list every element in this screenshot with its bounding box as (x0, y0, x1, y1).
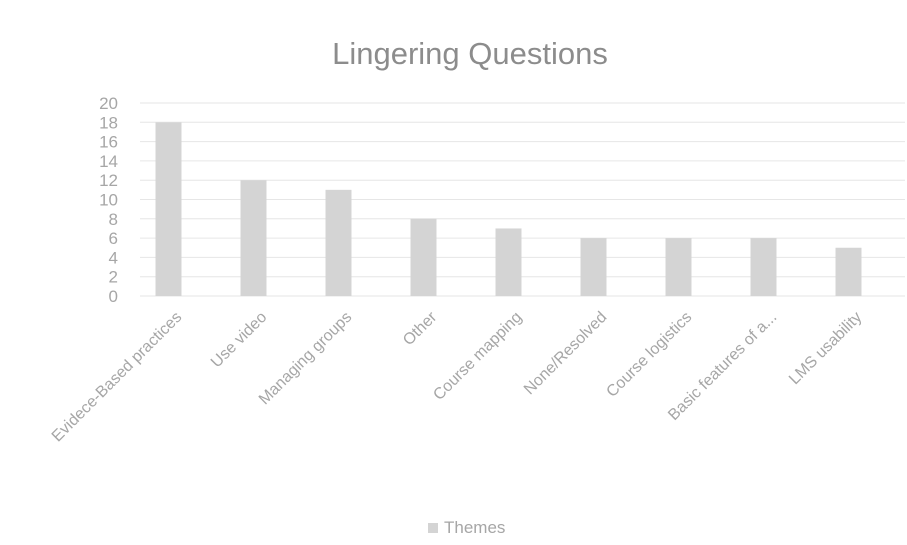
y-tick-label: 0 (109, 287, 118, 306)
x-tick-label: LMS usability (786, 309, 865, 388)
bar (240, 180, 267, 296)
bar (155, 122, 182, 296)
y-tick-label: 16 (99, 133, 118, 152)
bar (325, 189, 352, 296)
legend-label: Themes (444, 518, 505, 537)
y-tick-label: 6 (109, 229, 118, 248)
x-axis-labels: Evidece-Based practices Use videoManaging… (49, 308, 866, 445)
x-tick-label: Managing groups (256, 309, 355, 408)
bar (495, 228, 522, 296)
bar (665, 238, 692, 296)
bar (835, 247, 862, 296)
bar (410, 218, 437, 296)
x-tick-label: Other (400, 308, 441, 349)
y-tick-label: 18 (99, 113, 118, 132)
x-tick-label: None/Resolved (521, 309, 610, 398)
x-tick-label: Course mapping (430, 309, 525, 404)
x-tick-label: Use video (208, 309, 270, 371)
x-tick-label: Evidece-Based practices (49, 309, 186, 446)
y-tick-label: 8 (109, 210, 118, 229)
y-tick-label: 10 (99, 191, 118, 210)
bar (580, 238, 607, 296)
legend: Themes (428, 518, 505, 537)
y-tick-label: 2 (109, 268, 118, 287)
y-tick-label: 14 (99, 152, 118, 171)
y-tick-label: 20 (99, 94, 118, 113)
gridlines (140, 102, 905, 297)
bars (155, 122, 862, 296)
x-tick-label: Course logistics (603, 309, 695, 401)
legend-swatch (428, 523, 438, 533)
chart-title: Lingering Questions (332, 36, 608, 71)
bar (750, 238, 777, 296)
y-tick-label: 4 (109, 248, 118, 267)
y-tick-label: 12 (99, 171, 118, 190)
